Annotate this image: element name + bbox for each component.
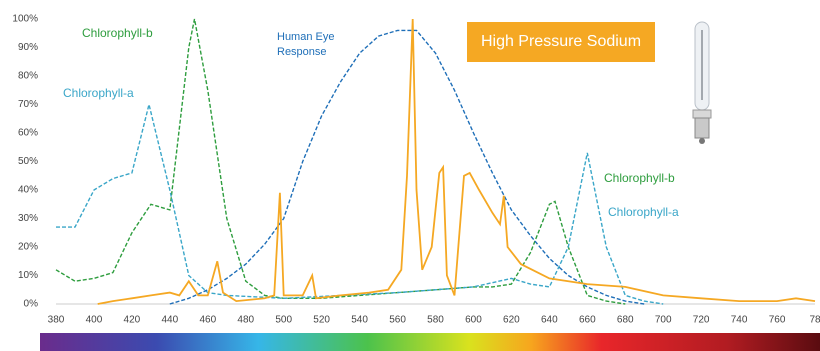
series-label: Chlorophyll-b [82, 26, 153, 40]
x-tick-label: 460 [199, 315, 216, 326]
y-tick-label: 70% [18, 99, 38, 110]
spectrum-bar [40, 333, 820, 351]
x-tick-label: 680 [617, 315, 634, 326]
series-line [56, 104, 664, 305]
y-tick-label: 10% [18, 270, 38, 281]
y-tick-label: 30% [18, 213, 38, 224]
x-tick-label: 540 [351, 315, 368, 326]
annotation: Chlorophyll-b [604, 171, 675, 185]
y-tick-label: 100% [12, 14, 38, 25]
x-tick-label: 440 [162, 315, 179, 326]
y-tick-label: 50% [18, 156, 38, 167]
series-label: High Pressure Sodium [480, 33, 642, 50]
y-tick-label: 0% [24, 299, 39, 310]
x-tick-label: 78 [809, 315, 820, 326]
legend-box [467, 22, 655, 62]
x-tick-label: 720 [693, 315, 710, 326]
series-label: Human Eye Response [277, 31, 335, 58]
bulb [692, 21, 712, 144]
x-tick-label: 380 [48, 315, 65, 326]
x-tick-label: 600 [465, 315, 482, 326]
y-tick-label: 40% [18, 185, 38, 196]
series-label: Chlorophyll-a [63, 86, 134, 100]
x-tick-label: 560 [389, 315, 406, 326]
x-tick-label: 700 [655, 315, 672, 326]
series-line [55, 18, 626, 305]
x-tick-label: 580 [427, 315, 444, 326]
x-tick-label: 740 [731, 315, 748, 326]
y-tick-label: 90% [18, 42, 38, 53]
y-tick-label: 80% [18, 71, 38, 82]
series-line [97, 18, 816, 305]
annotation: Chlorophyll-a [608, 205, 679, 219]
x-tick-label: 420 [124, 315, 141, 326]
x-tick-label: 480 [237, 315, 254, 326]
x-tick-label: 620 [503, 315, 520, 326]
x-tick-label: 660 [579, 315, 596, 326]
x-tick-label: 500 [275, 315, 292, 326]
x-tick-label: 520 [313, 315, 330, 326]
x-tick-label: 400 [86, 315, 103, 326]
y-tick-label: 60% [18, 128, 38, 139]
series-line [169, 29, 645, 305]
x-tick-label: 640 [541, 315, 558, 326]
x-tick-label: 760 [769, 315, 786, 326]
y-tick-label: 20% [18, 242, 38, 253]
